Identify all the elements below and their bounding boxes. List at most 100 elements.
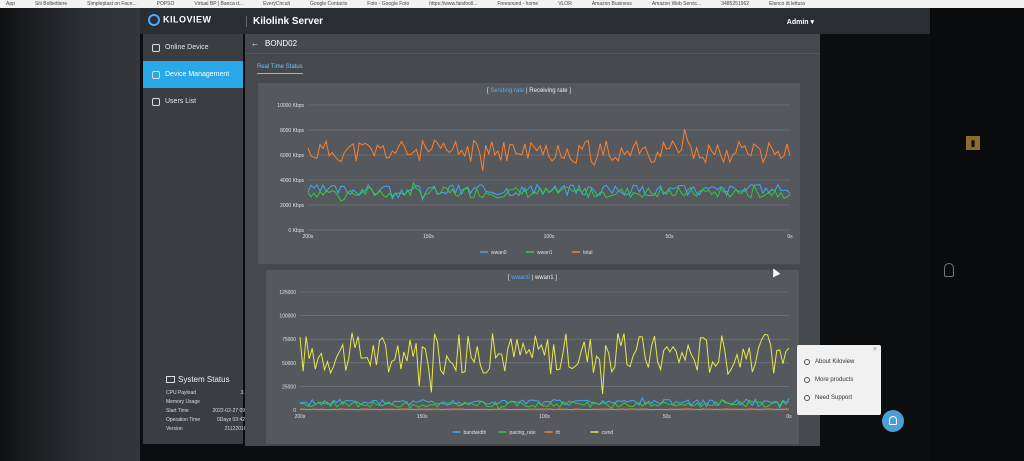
bookmark-item[interactable]: 3485251962	[721, 1, 750, 7]
bookmark-item[interactable]: https://www.faisfooll...	[429, 1, 478, 7]
bulb-icon	[944, 263, 954, 277]
top-header: KILOVIEW Kilolink Server Admin ▾	[140, 8, 930, 34]
system-status-title-text: System Status	[178, 375, 230, 384]
x-tick-label: 100s	[544, 234, 555, 240]
series-line-rtt	[299, 408, 789, 411]
kiloview-icon	[804, 359, 810, 365]
y-tick-label: 8000 Kbps	[280, 128, 304, 134]
system-status-panel: System Status CPU Payload3.1% Memory Usa…	[166, 375, 252, 433]
x-tick-label: 150s	[423, 234, 434, 240]
chart-panel-wwan: [ wwan0 | wwan1 ] 0 25000 50000 75000 100000…	[266, 270, 799, 444]
notification-bell-button[interactable]	[882, 410, 904, 432]
system-status-title: System Status	[166, 375, 252, 384]
sidebar-item-users-list[interactable]: Users List	[143, 88, 243, 115]
bookmark-item[interactable]: Amazon Web Servic...	[651, 1, 702, 7]
sidebar-item-label: Users List	[165, 98, 197, 105]
status-label: CPU Payload	[166, 389, 197, 396]
x-tick-label: 0s	[786, 414, 792, 420]
popup-item-label: More products	[815, 377, 854, 383]
popup-item-label: About Kiloview	[815, 359, 855, 365]
legend-label[interactable]: wwan1	[537, 250, 553, 256]
bookmark-item[interactable]: Elenco di lettura	[769, 1, 805, 7]
grid-icon	[152, 70, 160, 79]
y-tick-label: 4000 Kbps	[280, 178, 304, 184]
chart-tab-wwan0[interactable]: wwan0	[511, 275, 531, 281]
admin-menu[interactable]: Admin ▾	[786, 19, 814, 26]
bookmark-item[interactable]: Freesound - home	[497, 1, 539, 7]
monitor-bezel-left	[0, 0, 140, 461]
series-line-wwan1	[307, 181, 791, 202]
chart-panel-rates: [ Sending rate | Receiving rate ] 0 Kbps…	[258, 83, 800, 264]
back-arrow-icon[interactable]: ←	[251, 39, 259, 48]
kiloview-logo-icon	[148, 14, 160, 26]
legend-label[interactable]: total	[583, 250, 592, 256]
chart-tab-sending-rate[interactable]: Sending rate	[490, 88, 525, 94]
bookmark-item[interactable]: Foto - Google Foto	[367, 1, 410, 7]
sidebar: Online Device Device Management Users Li…	[143, 34, 243, 444]
sidebar-item-online-device[interactable]: Online Device	[143, 34, 243, 61]
series-line-total	[307, 128, 791, 171]
x-tick-label: 200s	[303, 234, 314, 240]
y-tick-label: 0	[293, 408, 296, 414]
sidebar-item-label: Online Device	[165, 44, 209, 51]
legend-label[interactable]: wwan0	[491, 250, 507, 256]
chart-title-bracket: ]	[553, 275, 557, 281]
y-tick-label: 75000	[282, 337, 296, 343]
bookmark-item[interactable]: Google Contacts	[310, 1, 348, 7]
kiloview-logo[interactable]: KILOVIEW	[148, 14, 212, 26]
logo-text: KILOVIEW	[163, 14, 212, 25]
chart-svg: 0 Kbps 2000 Kbps 4000 Kbps 6000 Kbps 8000 Kb…	[277, 103, 793, 256]
chart-title: [ wwan0 | wwan1 ]	[266, 275, 799, 281]
y-tick-label: 50000	[282, 361, 296, 367]
main-content: ← BOND02 Real Time Status [ Sending rate…	[245, 34, 820, 446]
legend-label[interactable]: rtt	[556, 430, 561, 436]
popup-item-about[interactable]: About Kiloview	[804, 359, 854, 365]
y-tick-label: 10000 Kbps	[277, 103, 304, 109]
status-row-version: Version 2112201657	[166, 424, 252, 433]
y-tick-label: 2000 Kbps	[280, 203, 304, 209]
chart-tab-wwan1[interactable]: wwan1	[534, 275, 554, 281]
status-row-memory: Memory Usage3%	[166, 397, 252, 406]
x-tick-label: 50s	[663, 414, 672, 420]
status-label: Operation Time	[166, 416, 201, 423]
x-tick-label: 0s	[787, 234, 793, 240]
chart-title-bracket: [	[508, 275, 512, 281]
bookmark-item[interactable]: Amazon Business	[591, 1, 632, 7]
y-tick-label: 25000	[282, 384, 296, 390]
bookmark-item[interactable]: Siti Bolbettiere	[34, 1, 68, 7]
support-icon	[804, 395, 810, 401]
bookmark-item[interactable]: POPSO	[156, 1, 175, 7]
device-header: ← BOND02	[245, 34, 820, 54]
sidebar-item-device-management[interactable]: Device Management	[143, 61, 243, 88]
chart-title-bracket: ]	[567, 88, 571, 94]
x-tick-label: 50s	[665, 234, 674, 240]
popup-item-label: Need Support	[815, 395, 853, 401]
monitor-bezel-right	[930, 0, 1024, 461]
status-value: 2112201657	[224, 425, 252, 432]
status-value: 2022-02-27 09:50	[212, 407, 252, 414]
legend-label[interactable]: bandwidth	[464, 430, 487, 436]
close-icon[interactable]: ×	[872, 346, 877, 353]
status-row-start-time: Start Time 2022-02-27 09:50	[166, 406, 252, 415]
y-tick-label: 0 Kbps	[288, 228, 304, 234]
series-line-pacing_rate	[299, 398, 790, 410]
bookmark-item[interactable]: VLOR	[558, 1, 572, 7]
legend-label[interactable]: pacing_rate	[510, 430, 536, 436]
y-tick-label: 6000 Kbps	[280, 153, 304, 159]
status-row-cpu: CPU Payload3.1%	[166, 388, 252, 397]
status-label: Memory Usage	[166, 398, 200, 405]
chart-tab-receiving-rate[interactable]: Receiving rate	[529, 88, 568, 94]
popup-item-more-products[interactable]: More products	[804, 377, 853, 383]
chart-title-separator: |	[530, 275, 535, 281]
series-line-bandwidth	[299, 396, 790, 409]
legend-label[interactable]: cwnd	[602, 430, 614, 436]
status-value: 0Days 03:42:58	[216, 416, 252, 423]
bookmark-item[interactable]: App	[6, 1, 15, 7]
bookmark-item[interactable]: EveryCircuit	[263, 1, 291, 7]
y-tick-label: 125000	[279, 290, 296, 296]
bookmark-item[interactable]: Simpleplast on Face...	[87, 1, 137, 7]
help-popup: × About Kiloview More products Need Supp…	[797, 345, 881, 415]
bookmark-item[interactable]: Virtual BP | Banca d...	[194, 1, 244, 7]
popup-item-need-support[interactable]: Need Support	[804, 395, 852, 401]
tab-real-time-status[interactable]: Real Time Status	[257, 64, 303, 74]
